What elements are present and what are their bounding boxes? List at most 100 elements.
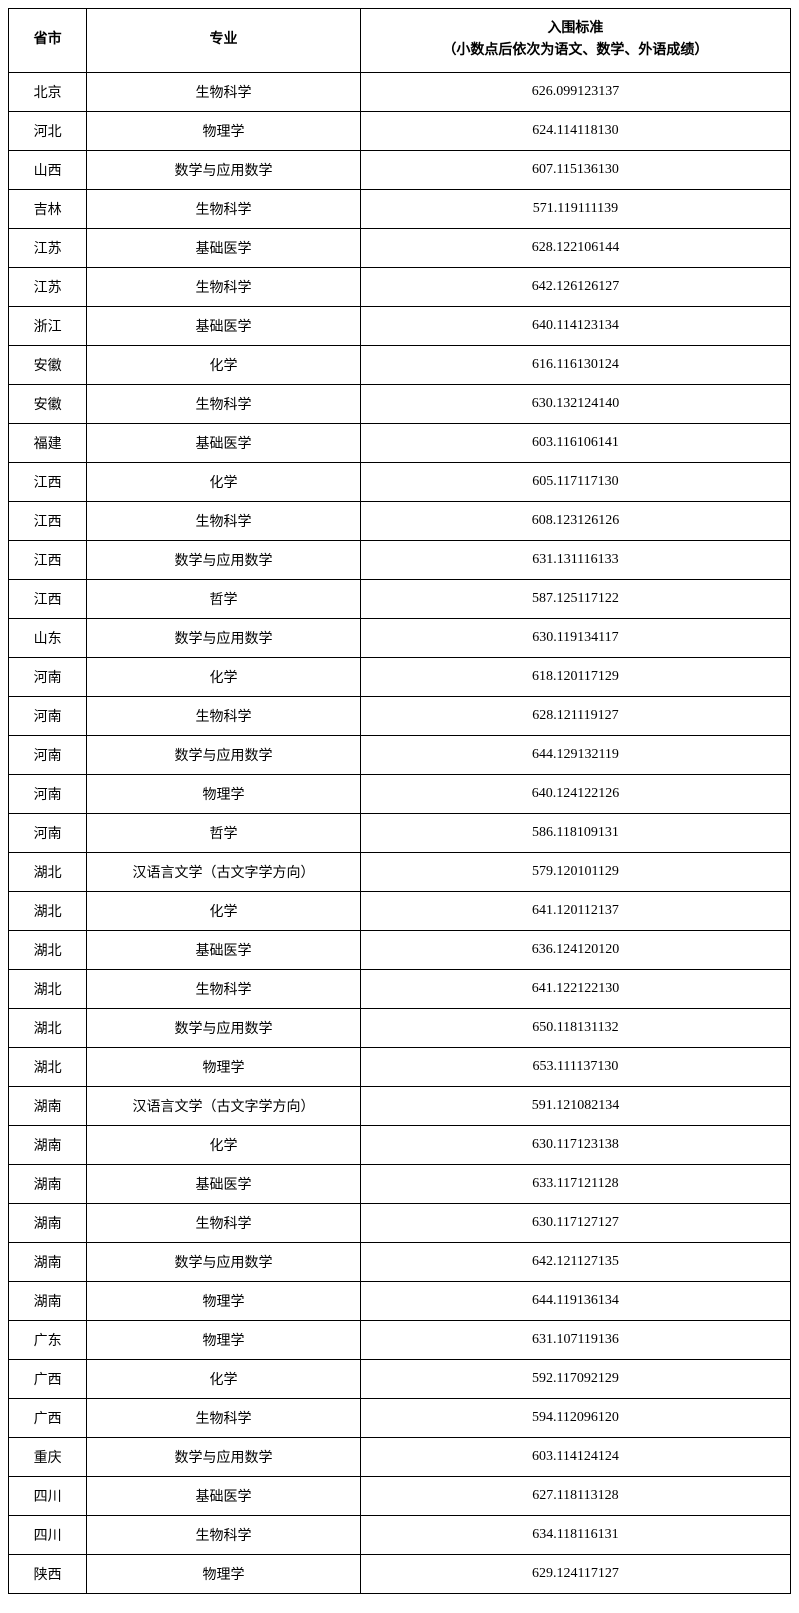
table-row: 广西生物科学594.112096120 [9, 1398, 791, 1437]
table-row: 江西化学605.117117130 [9, 462, 791, 501]
cell-score: 644.119136134 [360, 1281, 790, 1320]
cell-province: 湖北 [9, 1008, 87, 1047]
table-row: 江西哲学587.125117122 [9, 579, 791, 618]
cell-province: 湖南 [9, 1203, 87, 1242]
table-header: 省市专业入围标准（小数点后依次为语文、数学、外语成绩） [9, 9, 791, 73]
cell-major: 生物科学 [87, 969, 361, 1008]
cell-score: 640.114123134 [360, 306, 790, 345]
table-row: 湖北生物科学641.122122130 [9, 969, 791, 1008]
cell-major: 基础医学 [87, 1164, 361, 1203]
cell-major: 哲学 [87, 813, 361, 852]
cell-province: 河南 [9, 774, 87, 813]
admission-standards-table: 省市专业入围标准（小数点后依次为语文、数学、外语成绩） 北京生物科学626.09… [8, 8, 791, 1594]
cell-province: 湖北 [9, 1047, 87, 1086]
cell-major: 物理学 [87, 1281, 361, 1320]
cell-major: 汉语言文学（古文字学方向） [87, 1086, 361, 1125]
cell-province: 重庆 [9, 1437, 87, 1476]
header-major: 专业 [87, 9, 361, 73]
cell-major: 生物科学 [87, 1398, 361, 1437]
cell-major: 数学与应用数学 [87, 1242, 361, 1281]
cell-major: 生物科学 [87, 267, 361, 306]
cell-province: 山东 [9, 618, 87, 657]
table-row: 湖北基础医学636.124120120 [9, 930, 791, 969]
cell-province: 湖北 [9, 852, 87, 891]
cell-major: 化学 [87, 1125, 361, 1164]
cell-major: 化学 [87, 1359, 361, 1398]
cell-major: 基础医学 [87, 306, 361, 345]
cell-major: 数学与应用数学 [87, 735, 361, 774]
table-row: 湖南汉语言文学（古文字学方向）591.121082134 [9, 1086, 791, 1125]
cell-province: 江苏 [9, 228, 87, 267]
table-row: 湖南化学630.117123138 [9, 1125, 791, 1164]
cell-score: 605.117117130 [360, 462, 790, 501]
cell-major: 数学与应用数学 [87, 150, 361, 189]
table-row: 江西数学与应用数学631.131116133 [9, 540, 791, 579]
cell-province: 北京 [9, 72, 87, 111]
cell-major: 生物科学 [87, 384, 361, 423]
cell-major: 化学 [87, 891, 361, 930]
cell-major: 化学 [87, 657, 361, 696]
cell-province: 湖南 [9, 1281, 87, 1320]
table-row: 河南物理学640.124122126 [9, 774, 791, 813]
table-row: 江苏生物科学642.126126127 [9, 267, 791, 306]
table-row: 江苏基础医学628.122106144 [9, 228, 791, 267]
table-row: 河南化学618.120117129 [9, 657, 791, 696]
cell-province: 江西 [9, 579, 87, 618]
table-row: 四川基础医学627.118113128 [9, 1476, 791, 1515]
cell-province: 吉林 [9, 189, 87, 228]
cell-province: 广东 [9, 1320, 87, 1359]
cell-province: 湖南 [9, 1125, 87, 1164]
cell-major: 物理学 [87, 111, 361, 150]
table-row: 安徽化学616.116130124 [9, 345, 791, 384]
table-row: 四川生物科学634.118116131 [9, 1515, 791, 1554]
table-row: 湖南数学与应用数学642.121127135 [9, 1242, 791, 1281]
cell-score: 592.117092129 [360, 1359, 790, 1398]
cell-province: 山西 [9, 150, 87, 189]
cell-province: 江苏 [9, 267, 87, 306]
cell-province: 湖北 [9, 891, 87, 930]
table-body: 北京生物科学626.099123137河北物理学624.114118130山西数… [9, 72, 791, 1593]
cell-score: 630.117123138 [360, 1125, 790, 1164]
cell-score: 626.099123137 [360, 72, 790, 111]
cell-major: 物理学 [87, 1047, 361, 1086]
cell-score: 571.119111139 [360, 189, 790, 228]
table-row: 湖南生物科学630.117127127 [9, 1203, 791, 1242]
cell-score: 640.124122126 [360, 774, 790, 813]
cell-major: 数学与应用数学 [87, 1008, 361, 1047]
cell-score: 630.117127127 [360, 1203, 790, 1242]
cell-score: 633.117121128 [360, 1164, 790, 1203]
cell-province: 湖北 [9, 969, 87, 1008]
table-row: 河北物理学624.114118130 [9, 111, 791, 150]
cell-score: 634.118116131 [360, 1515, 790, 1554]
cell-major: 生物科学 [87, 72, 361, 111]
cell-score: 630.132124140 [360, 384, 790, 423]
cell-score: 636.124120120 [360, 930, 790, 969]
cell-province: 河南 [9, 657, 87, 696]
cell-major: 汉语言文学（古文字学方向） [87, 852, 361, 891]
cell-province: 河南 [9, 813, 87, 852]
cell-major: 物理学 [87, 774, 361, 813]
cell-score: 586.118109131 [360, 813, 790, 852]
cell-province: 福建 [9, 423, 87, 462]
cell-score: 631.131116133 [360, 540, 790, 579]
header-score: 入围标准（小数点后依次为语文、数学、外语成绩） [360, 9, 790, 73]
cell-major: 化学 [87, 462, 361, 501]
cell-province: 江西 [9, 501, 87, 540]
cell-major: 化学 [87, 345, 361, 384]
header-row: 省市专业入围标准（小数点后依次为语文、数学、外语成绩） [9, 9, 791, 73]
cell-province: 浙江 [9, 306, 87, 345]
cell-score: 650.118131132 [360, 1008, 790, 1047]
table-row: 吉林生物科学571.119111139 [9, 189, 791, 228]
cell-score: 631.107119136 [360, 1320, 790, 1359]
cell-score: 579.120101129 [360, 852, 790, 891]
table-row: 河南数学与应用数学644.129132119 [9, 735, 791, 774]
table-row: 重庆数学与应用数学603.114124124 [9, 1437, 791, 1476]
cell-province: 安徽 [9, 384, 87, 423]
table-row: 湖南基础医学633.117121128 [9, 1164, 791, 1203]
table-row: 山西数学与应用数学607.115136130 [9, 150, 791, 189]
cell-major: 数学与应用数学 [87, 1437, 361, 1476]
cell-major: 基础医学 [87, 228, 361, 267]
cell-province: 河北 [9, 111, 87, 150]
cell-province: 河南 [9, 735, 87, 774]
table-row: 河南哲学586.118109131 [9, 813, 791, 852]
